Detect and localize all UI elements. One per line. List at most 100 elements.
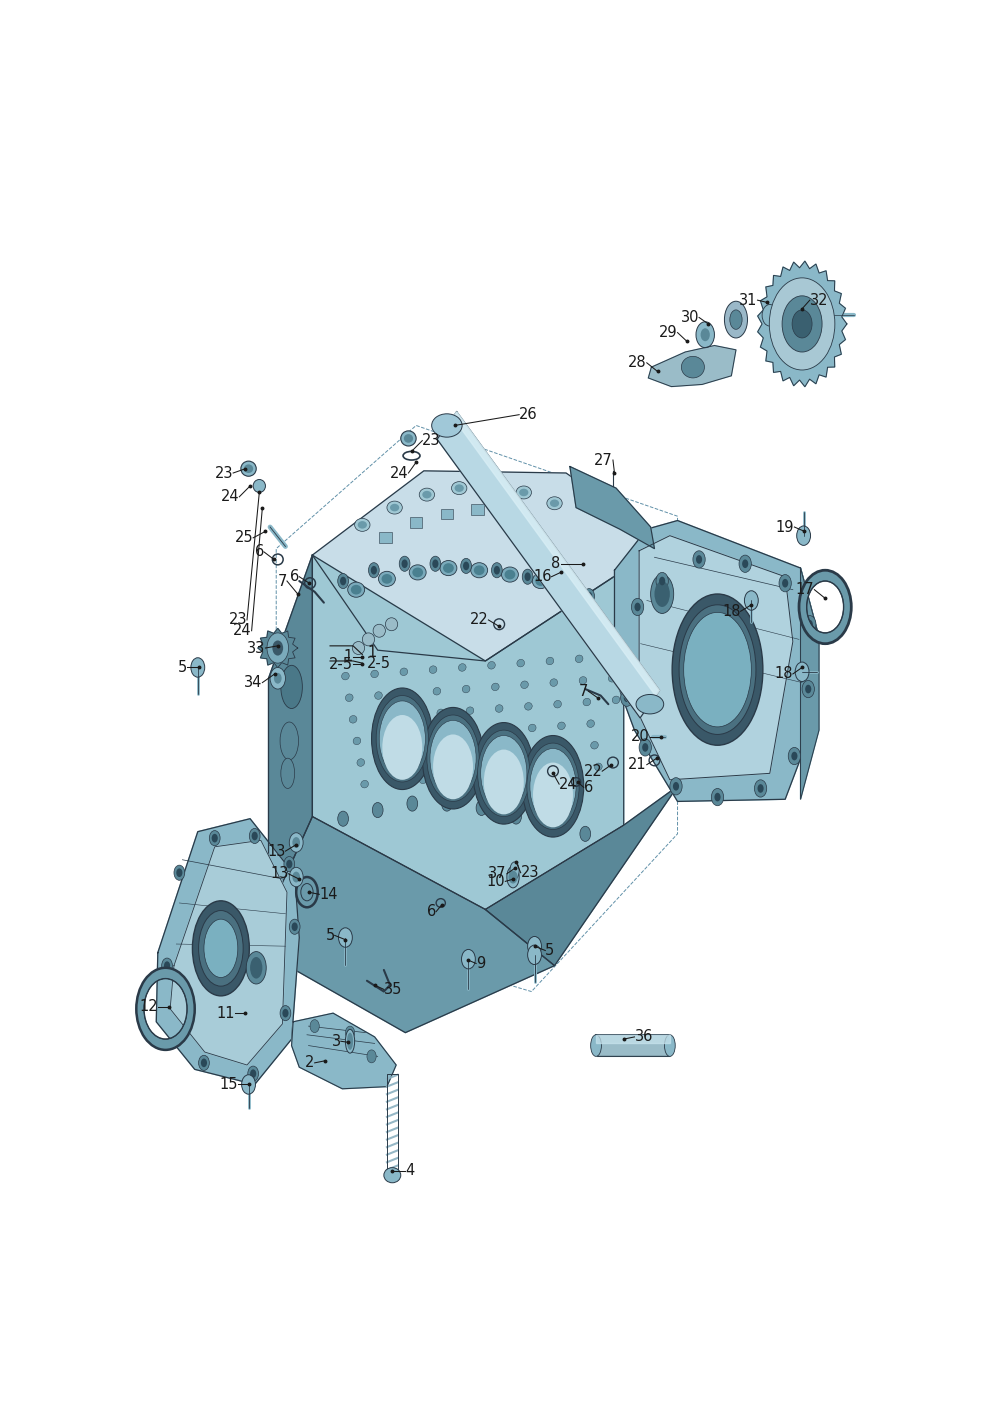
Ellipse shape	[502, 567, 519, 582]
Circle shape	[806, 620, 812, 629]
Text: 19: 19	[776, 519, 795, 535]
Circle shape	[508, 870, 518, 884]
Ellipse shape	[724, 302, 748, 338]
Ellipse shape	[454, 484, 464, 492]
Ellipse shape	[371, 671, 379, 678]
Circle shape	[711, 788, 724, 805]
Circle shape	[252, 832, 258, 840]
Ellipse shape	[347, 1033, 353, 1049]
Circle shape	[639, 739, 652, 756]
Circle shape	[696, 556, 702, 564]
Circle shape	[624, 693, 630, 702]
Text: 15: 15	[219, 1078, 238, 1092]
Ellipse shape	[462, 685, 470, 693]
Circle shape	[340, 577, 346, 585]
Text: 23: 23	[228, 613, 247, 627]
Ellipse shape	[533, 762, 573, 828]
Text: 8: 8	[552, 556, 560, 571]
Ellipse shape	[246, 951, 266, 984]
Circle shape	[290, 867, 304, 887]
Text: 25: 25	[234, 530, 253, 546]
Ellipse shape	[503, 748, 511, 756]
Circle shape	[463, 561, 469, 570]
Text: 2-5: 2-5	[329, 657, 353, 672]
Circle shape	[368, 563, 379, 578]
Text: 26: 26	[519, 407, 538, 422]
Text: 36: 36	[635, 1030, 653, 1044]
Ellipse shape	[665, 1035, 676, 1056]
Ellipse shape	[440, 561, 457, 575]
Text: 12: 12	[139, 999, 158, 1014]
Polygon shape	[171, 840, 287, 1065]
Circle shape	[632, 598, 644, 616]
Polygon shape	[258, 629, 298, 668]
Circle shape	[806, 685, 811, 693]
Ellipse shape	[410, 565, 427, 579]
Circle shape	[402, 560, 408, 568]
Ellipse shape	[198, 911, 243, 986]
Circle shape	[248, 1066, 259, 1082]
Text: 9: 9	[476, 955, 485, 971]
Ellipse shape	[345, 1030, 355, 1054]
Text: 20: 20	[631, 730, 650, 744]
Polygon shape	[596, 1035, 670, 1044]
Circle shape	[283, 1009, 289, 1017]
Circle shape	[162, 958, 173, 974]
Circle shape	[528, 946, 542, 964]
Text: 13: 13	[270, 866, 289, 881]
Ellipse shape	[375, 692, 382, 699]
Circle shape	[635, 603, 641, 612]
Text: 11: 11	[216, 1006, 235, 1020]
Ellipse shape	[353, 737, 361, 745]
Ellipse shape	[349, 716, 357, 723]
Polygon shape	[269, 556, 312, 913]
Text: 5: 5	[546, 943, 555, 958]
Polygon shape	[312, 556, 624, 909]
Ellipse shape	[280, 723, 299, 760]
Ellipse shape	[583, 699, 590, 706]
Circle shape	[739, 556, 751, 572]
Circle shape	[292, 922, 298, 932]
Circle shape	[209, 831, 220, 846]
Circle shape	[430, 556, 440, 571]
Ellipse shape	[341, 672, 349, 680]
Circle shape	[476, 800, 487, 815]
Circle shape	[290, 833, 304, 852]
Ellipse shape	[408, 711, 416, 718]
Text: 10: 10	[487, 874, 505, 890]
Ellipse shape	[680, 605, 756, 734]
Text: 24: 24	[390, 466, 409, 480]
Circle shape	[460, 558, 471, 574]
Text: 24: 24	[220, 490, 239, 504]
Text: 18: 18	[775, 666, 793, 682]
Ellipse shape	[281, 665, 303, 709]
Ellipse shape	[448, 774, 456, 781]
Ellipse shape	[416, 755, 423, 762]
Ellipse shape	[525, 703, 533, 710]
Ellipse shape	[458, 664, 466, 671]
Circle shape	[407, 796, 418, 811]
Text: 24: 24	[233, 623, 252, 638]
Text: 6: 6	[427, 904, 436, 919]
Ellipse shape	[436, 709, 444, 717]
Ellipse shape	[484, 480, 499, 492]
Circle shape	[714, 793, 720, 801]
Ellipse shape	[507, 866, 519, 888]
Ellipse shape	[204, 919, 238, 978]
Ellipse shape	[478, 730, 530, 817]
Text: 23: 23	[214, 466, 233, 480]
Circle shape	[621, 689, 633, 706]
Ellipse shape	[386, 756, 394, 765]
Ellipse shape	[390, 779, 398, 786]
Ellipse shape	[358, 521, 367, 529]
Ellipse shape	[400, 668, 408, 676]
Ellipse shape	[730, 310, 742, 330]
Circle shape	[242, 1075, 256, 1094]
Ellipse shape	[612, 696, 620, 704]
Circle shape	[586, 592, 592, 600]
Ellipse shape	[192, 901, 249, 996]
Ellipse shape	[590, 1035, 601, 1056]
Circle shape	[249, 828, 260, 843]
Circle shape	[797, 526, 810, 546]
Circle shape	[250, 1069, 256, 1078]
